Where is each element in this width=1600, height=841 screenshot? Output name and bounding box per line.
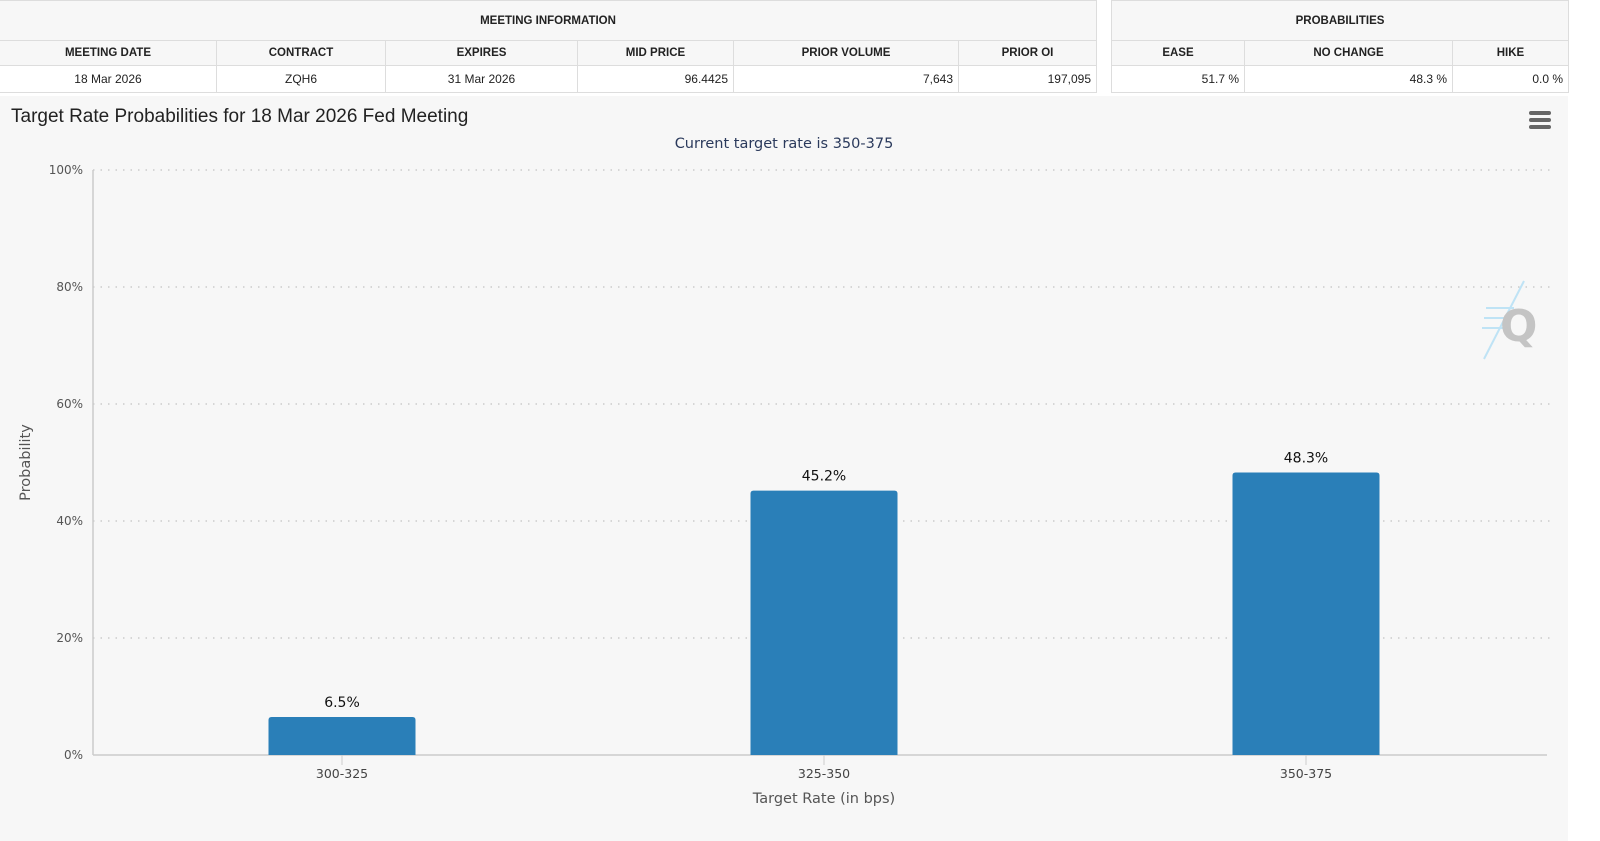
bar (1232, 472, 1380, 755)
data-label: 48.3% (1284, 450, 1328, 466)
x-tick-label: 300-325 (316, 766, 368, 781)
probabilities-title: PROBABILITIES (1111, 0, 1569, 41)
meeting-date-value: 18 Mar 2026 (0, 65, 217, 93)
col-ease: EASE (1111, 40, 1245, 66)
svg-text:Q: Q (1500, 301, 1537, 352)
prior-volume-value: 7,643 (733, 65, 959, 93)
data-label: 6.5% (324, 695, 360, 711)
chart-title: Target Rate Probabilities for 18 Mar 202… (11, 106, 469, 127)
bar-chart: Q 0% 20% 40% 60% 80% 100% 6.5% 300-325 45.2% 325-… (18, 163, 1555, 807)
probabilities-table: PROBABILITIES EASE NO CHANGE HIKE 51.7 %… (1111, 0, 1569, 93)
chart-subtitle: Current target rate is 350-375 (674, 136, 894, 152)
y-tick-label: 20% (56, 631, 83, 645)
col-expires: EXPIRES (385, 40, 578, 66)
expires-value: 31 Mar 2026 (385, 65, 578, 93)
y-tick-label: 100% (49, 163, 83, 177)
data-label: 45.2% (802, 469, 846, 485)
col-prior-oi: PRIOR OI (958, 40, 1097, 66)
contract-value: ZQH6 (216, 65, 386, 93)
y-tick-label: 60% (56, 397, 83, 411)
meeting-information-title: MEETING INFORMATION (0, 0, 1097, 41)
x-tick-label: 350-375 (1280, 766, 1332, 781)
col-meeting-date: MEETING DATE (0, 40, 217, 66)
watermark-logo-icon: Q (1482, 280, 1537, 360)
col-prior-volume: PRIOR VOLUME (733, 40, 959, 66)
col-contract: CONTRACT (216, 40, 386, 66)
y-axis-title: Probability (18, 424, 34, 501)
meeting-information-table: MEETING INFORMATION MEETING DATE CONTRAC… (0, 0, 1097, 93)
hike-value: 0.0 % (1452, 65, 1569, 93)
hamburger-menu-icon[interactable] (1529, 111, 1551, 129)
ease-value: 51.7 % (1111, 65, 1245, 93)
y-tick-label: 80% (56, 280, 83, 294)
y-tick-label: 40% (56, 514, 83, 528)
prior-oi-value: 197,095 (958, 65, 1097, 93)
col-no-change: NO CHANGE (1244, 40, 1453, 66)
mid-price-value: 96.4425 (577, 65, 734, 93)
bar (268, 716, 416, 755)
col-mid-price: MID PRICE (577, 40, 734, 66)
no-change-value: 48.3 % (1244, 65, 1453, 93)
bar (750, 490, 898, 755)
chart-container: Q 0% 20% 40% 60% 80% 100% 6.5% 300-325 45.2% 325-… (0, 96, 1568, 841)
x-tick-label: 325-350 (798, 766, 850, 781)
y-tick-label: 0% (64, 748, 83, 762)
x-axis-title: Target Rate (in bps) (752, 791, 895, 807)
col-hike: HIKE (1452, 40, 1569, 66)
